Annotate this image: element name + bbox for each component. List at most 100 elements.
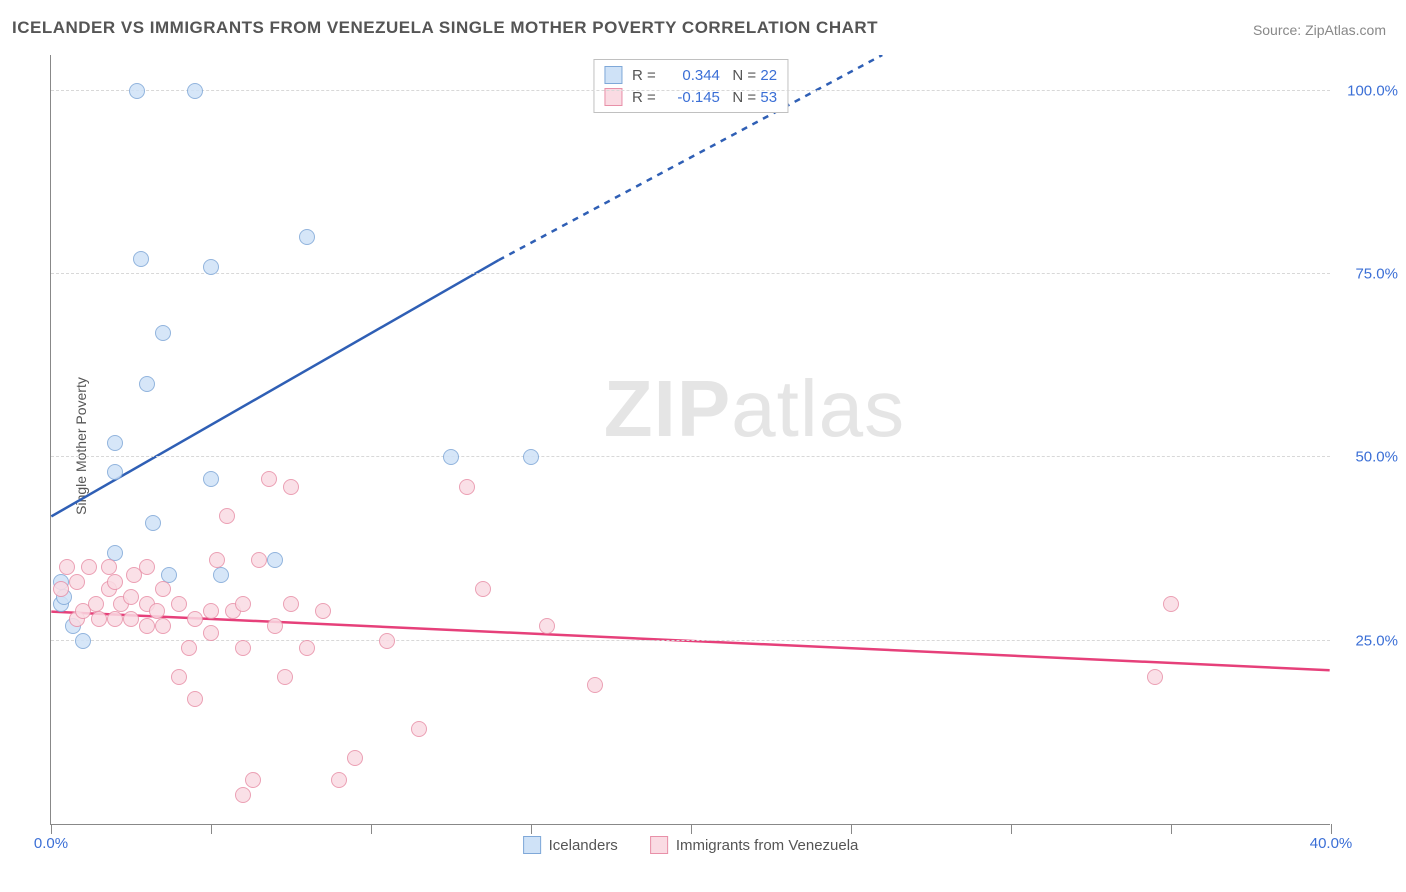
data-point (155, 618, 171, 634)
x-tick (1331, 824, 1332, 834)
data-point (187, 691, 203, 707)
data-point (123, 611, 139, 627)
data-point (107, 545, 123, 561)
legend-item-venezuela: Immigrants from Venezuela (650, 836, 859, 854)
data-point (155, 581, 171, 597)
gridline (51, 456, 1330, 457)
data-point (181, 640, 197, 656)
correlation-row: R = 0.344 N = 22 (604, 64, 777, 86)
x-tick (531, 824, 532, 834)
data-point (101, 559, 117, 575)
x-tick (1171, 824, 1172, 834)
x-tick (51, 824, 52, 834)
data-point (149, 603, 165, 619)
data-point (283, 479, 299, 495)
y-tick-label: 75.0% (1338, 266, 1398, 283)
data-point (283, 596, 299, 612)
data-point (1163, 596, 1179, 612)
data-point (443, 449, 459, 465)
data-point (411, 721, 427, 737)
swatch-icelanders (523, 836, 541, 854)
data-point (88, 596, 104, 612)
data-point (171, 596, 187, 612)
data-point (59, 559, 75, 575)
data-point (123, 589, 139, 605)
y-tick-label: 100.0% (1338, 82, 1398, 99)
data-point (129, 83, 145, 99)
x-tick-label: 40.0% (1310, 835, 1353, 852)
data-point (75, 633, 91, 649)
data-point (315, 603, 331, 619)
source-label: Source: ZipAtlas.com (1253, 22, 1386, 38)
data-point (475, 581, 491, 597)
y-tick-label: 25.0% (1338, 632, 1398, 649)
data-point (587, 677, 603, 693)
data-point (139, 376, 155, 392)
watermark-light: atlas (731, 364, 905, 453)
correlation-text: R = -0.145 N = 53 (632, 89, 777, 106)
data-point (53, 581, 69, 597)
data-point (299, 640, 315, 656)
x-tick-label: 0.0% (34, 835, 68, 852)
data-point (91, 611, 107, 627)
data-point (81, 559, 97, 575)
x-tick (211, 824, 212, 834)
data-point (187, 83, 203, 99)
data-point (539, 618, 555, 634)
data-point (209, 552, 225, 568)
data-point (203, 259, 219, 275)
legend-label-icelanders: Icelanders (549, 837, 618, 854)
gridline (51, 273, 1330, 274)
data-point (267, 552, 283, 568)
data-point (139, 618, 155, 634)
series-legend: Icelanders Immigrants from Venezuela (523, 836, 859, 854)
data-point (299, 229, 315, 245)
data-point (203, 603, 219, 619)
data-point (107, 464, 123, 480)
data-point (171, 669, 187, 685)
swatch-icon (604, 66, 622, 84)
data-point (245, 772, 261, 788)
data-point (203, 625, 219, 641)
data-point (161, 567, 177, 583)
data-point (235, 787, 251, 803)
x-tick (691, 824, 692, 834)
data-point (69, 574, 85, 590)
data-point (277, 669, 293, 685)
correlation-text: R = 0.344 N = 22 (632, 67, 777, 84)
data-point (347, 750, 363, 766)
data-point (155, 325, 171, 341)
x-tick (851, 824, 852, 834)
trend-lines-svg (51, 55, 1330, 824)
data-point (219, 508, 235, 524)
y-tick-label: 50.0% (1338, 449, 1398, 466)
swatch-icon (604, 88, 622, 106)
data-point (107, 611, 123, 627)
data-point (251, 552, 267, 568)
data-point (145, 515, 161, 531)
data-point (187, 611, 203, 627)
gridline (51, 90, 1330, 91)
data-point (379, 633, 395, 649)
data-point (1147, 669, 1163, 685)
data-point (523, 449, 539, 465)
watermark: ZIPatlas (604, 363, 905, 455)
watermark-bold: ZIP (604, 364, 731, 453)
data-point (235, 596, 251, 612)
data-point (107, 574, 123, 590)
data-point (107, 435, 123, 451)
legend-label-venezuela: Immigrants from Venezuela (676, 837, 859, 854)
data-point (139, 559, 155, 575)
x-tick (1011, 824, 1012, 834)
x-tick (371, 824, 372, 834)
correlation-legend: R = 0.344 N = 22 R = -0.145 N = 53 (593, 59, 788, 113)
data-point (459, 479, 475, 495)
plot-area: ZIPatlas R = 0.344 N = 22 R = -0.145 N = … (50, 55, 1330, 825)
data-point (267, 618, 283, 634)
chart-title: ICELANDER VS IMMIGRANTS FROM VENEZUELA S… (12, 18, 878, 38)
data-point (235, 640, 251, 656)
data-point (203, 471, 219, 487)
swatch-venezuela (650, 836, 668, 854)
data-point (261, 471, 277, 487)
data-point (133, 251, 149, 267)
